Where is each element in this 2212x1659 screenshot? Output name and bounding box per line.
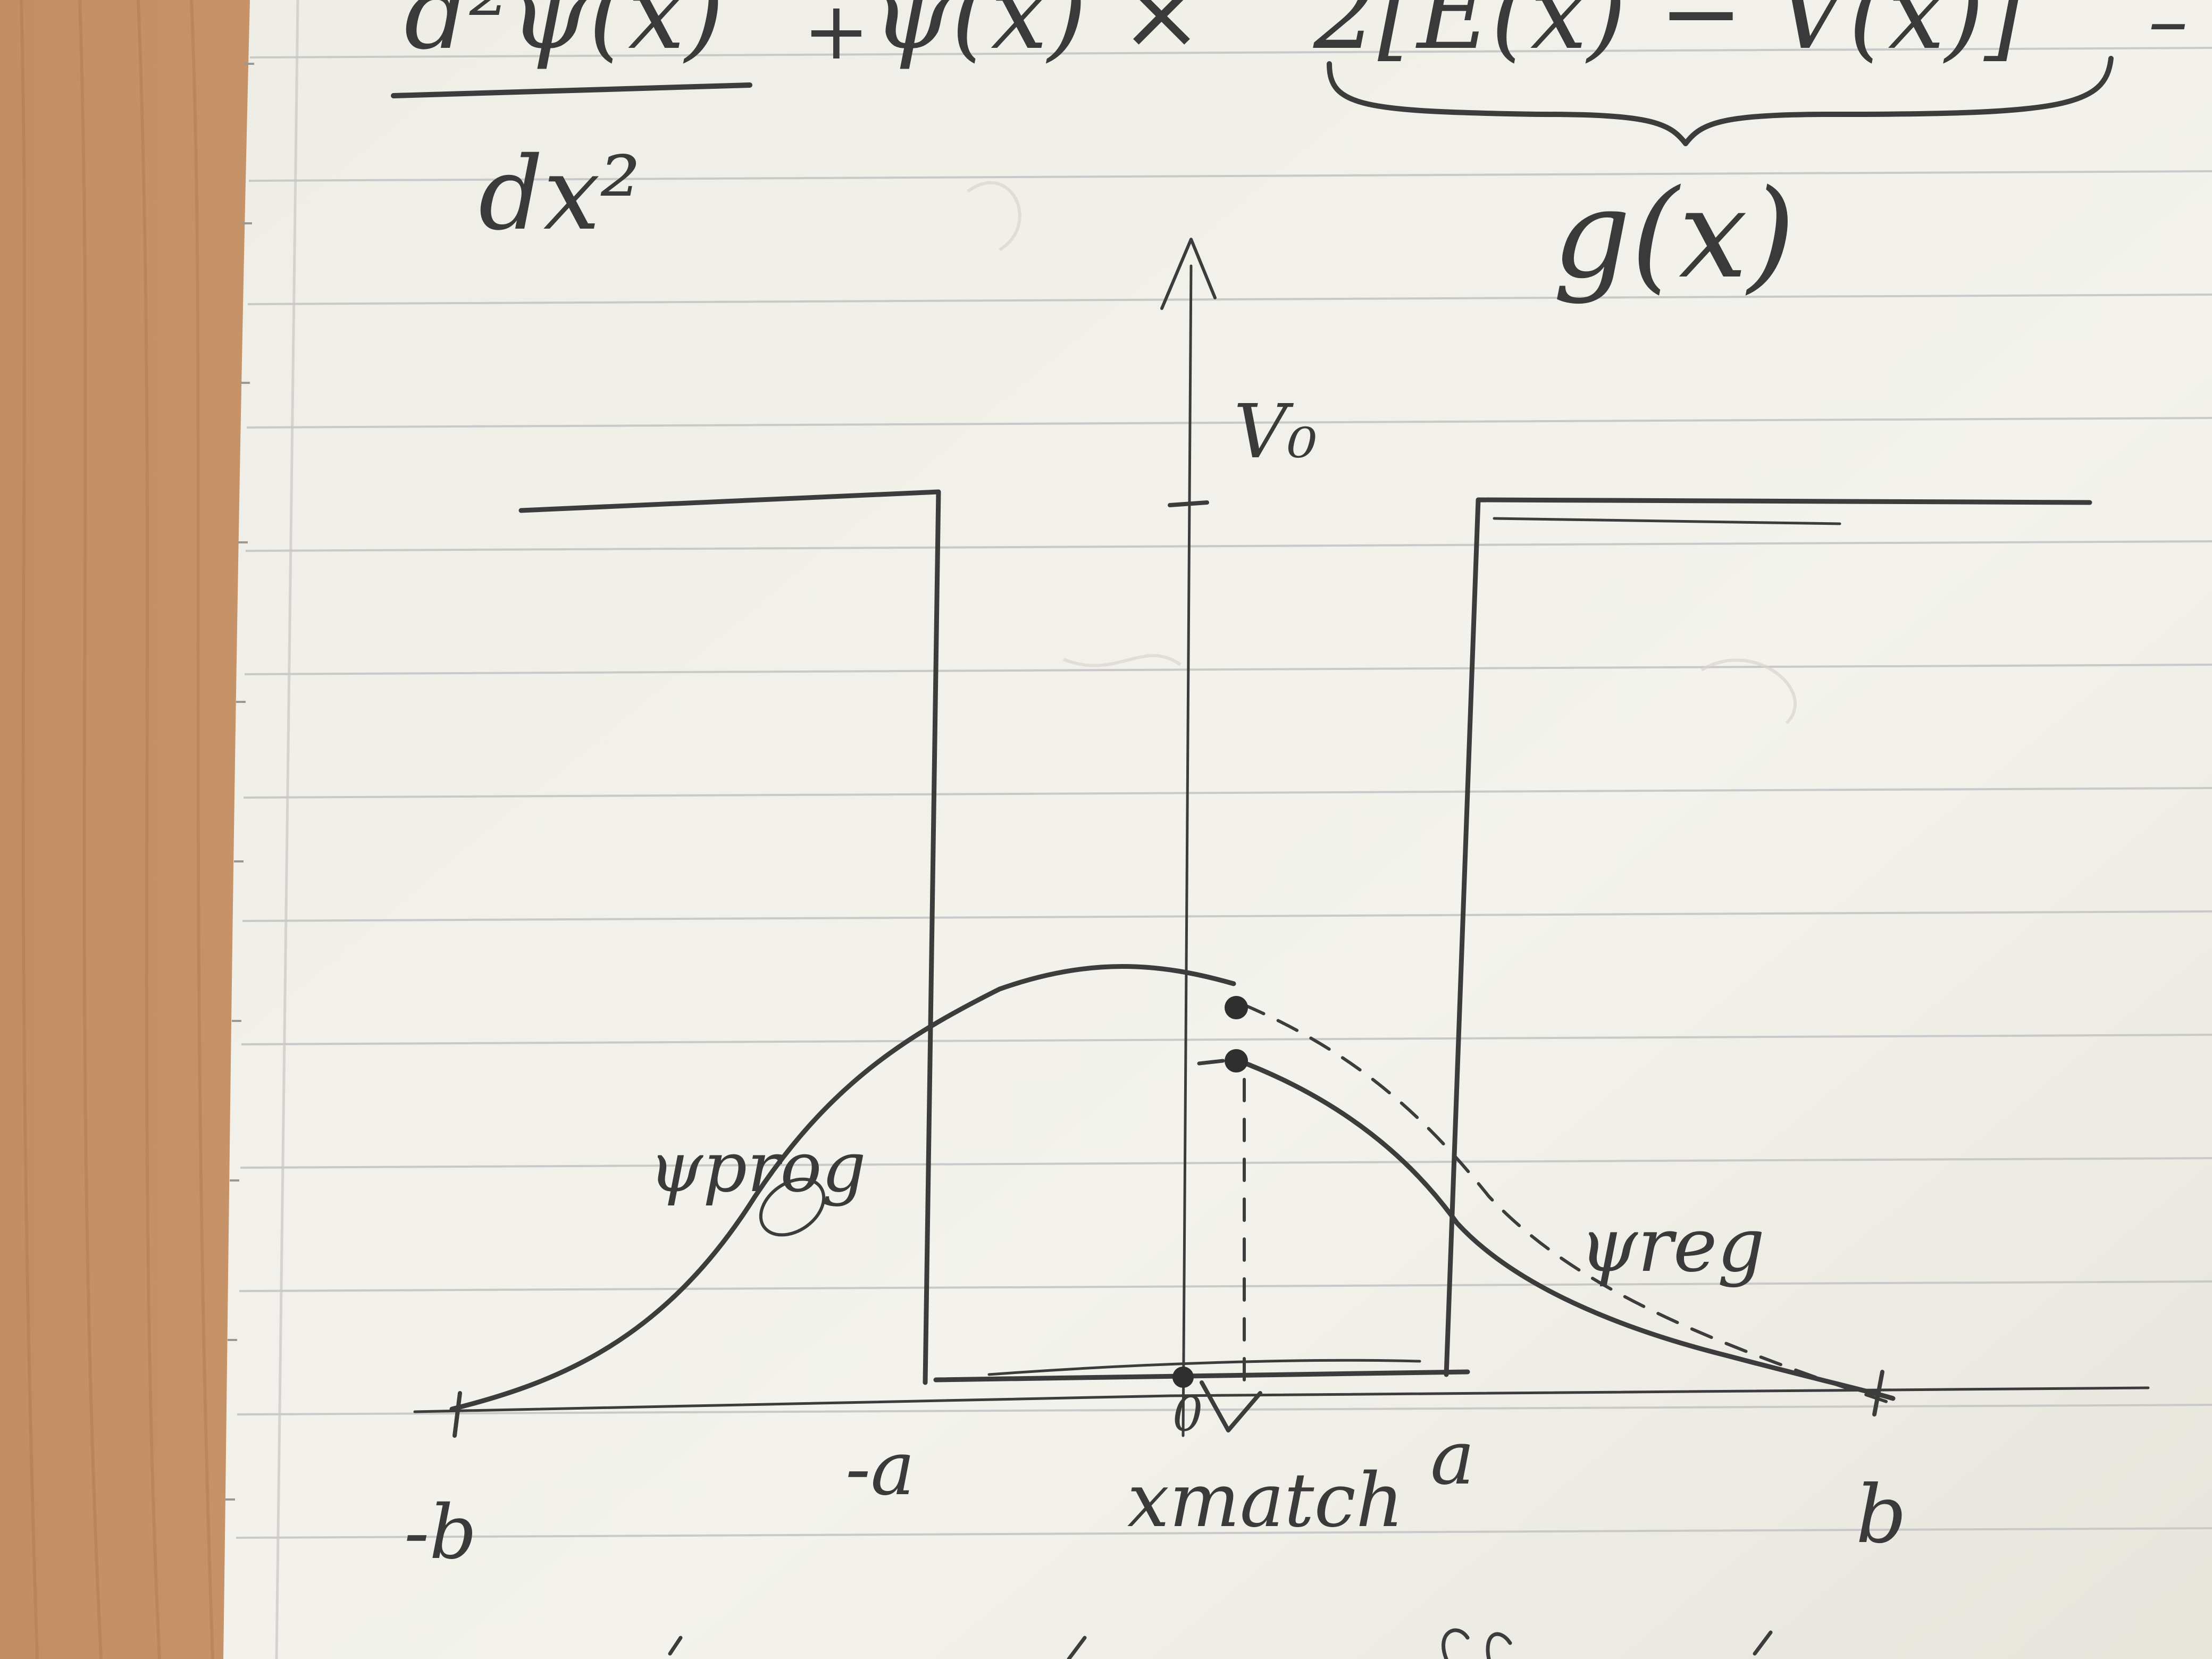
wood-grain <box>20 0 214 1659</box>
fraction-bar <box>391 82 752 98</box>
rule-lines <box>236 47 2212 1539</box>
label-zero: 0 <box>1172 1386 1203 1442</box>
dashed-extension <box>1243 1003 1895 1405</box>
label-x-match: xmatch <box>1127 1457 1404 1544</box>
well-bottom-retrace <box>987 1359 1421 1376</box>
v0-label: V₀ <box>1234 389 1317 475</box>
v0-tick <box>1168 500 1209 507</box>
match-point-upper <box>1225 996 1248 1019</box>
label-a: a <box>1430 1415 1474 1502</box>
label-b: b <box>1856 1469 1907 1561</box>
potential-graph: V₀ ψprog ψreg -b -a 0 xmatch a <box>404 238 2150 1576</box>
bottom-scribbles <box>668 1628 1773 1659</box>
label-minus-b: -b <box>404 1489 477 1576</box>
equation-middle: ψ(x) × <box>872 0 1204 72</box>
bleed-through-marks <box>967 181 1797 725</box>
underbrace <box>1327 56 2114 146</box>
psi-prog-curve <box>449 964 1236 1412</box>
label-minus-a: -a <box>845 1426 915 1512</box>
psi-prog-circle <box>759 1177 826 1237</box>
equation-bracket-content: 2[E(x) − V(x)] <box>1313 0 2024 72</box>
match-point-ticks <box>1197 1059 1225 1066</box>
potential-left-wall <box>518 489 941 1385</box>
potential-right-wall <box>1444 497 2092 1377</box>
tick-b <box>1872 1370 1884 1417</box>
match-point-lower <box>1225 1049 1248 1073</box>
equation-plus: + <box>803 0 870 78</box>
underbrace-label: g(x) <box>1553 164 1795 306</box>
y-axis-arrow <box>1160 238 1217 310</box>
equation-denominator: dx² <box>479 135 641 253</box>
potential-well-bottom <box>933 1369 1470 1382</box>
margin-line <box>275 0 299 1659</box>
potential-right-top-retrace <box>1493 517 1841 525</box>
tick-minus-b <box>453 1391 462 1438</box>
equation: d²ψ(x) dx² + ψ(x) × 2[E(x) − V(x)] – g(x… <box>391 0 2188 306</box>
x-match-arrow <box>1200 1380 1262 1432</box>
equation-numerator: d²ψ(x) <box>404 0 724 72</box>
perforated-edge <box>225 63 254 1501</box>
equation-trailing: – <box>2148 0 2188 67</box>
x-axis <box>413 1386 2150 1413</box>
origin-dot <box>1172 1367 1194 1388</box>
psi-reg-label: ψreg <box>1579 1202 1765 1289</box>
y-axis <box>1182 264 1193 1437</box>
psi-prog-label: ψprog <box>649 1127 866 1208</box>
